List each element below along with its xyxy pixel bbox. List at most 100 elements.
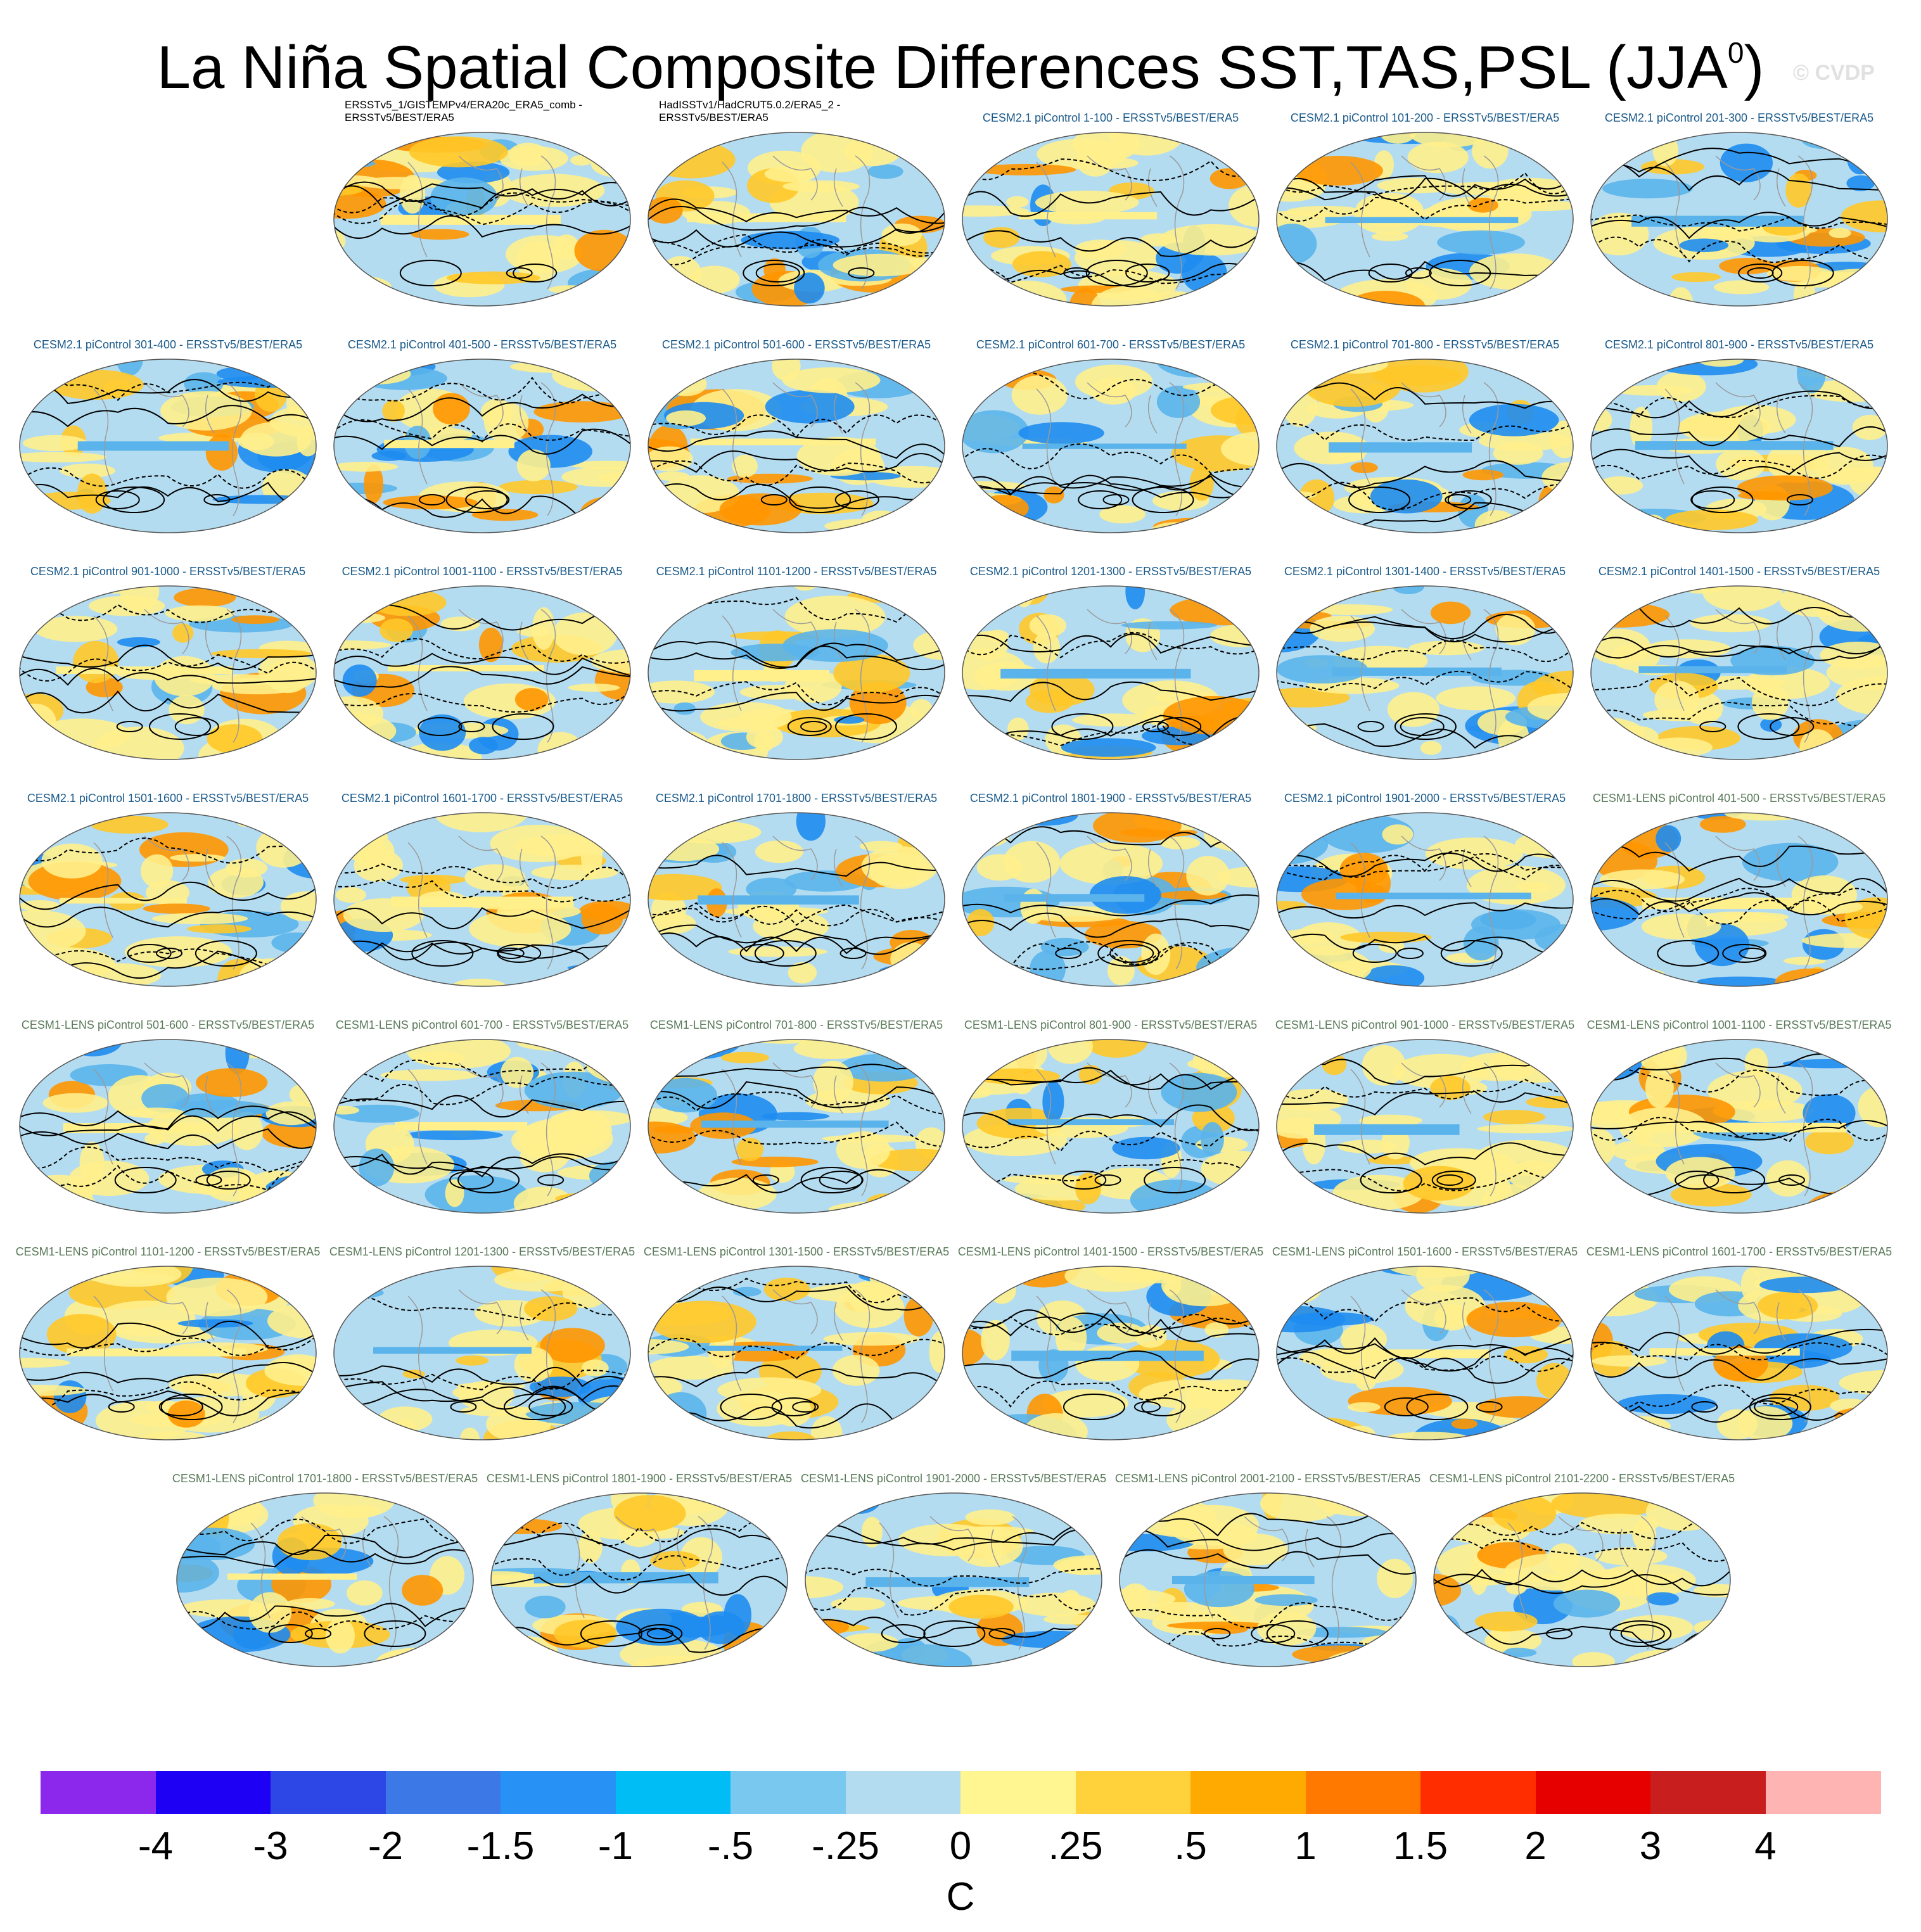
title-superscript: 0	[1727, 36, 1744, 69]
colorbar-box	[271, 1771, 386, 1814]
map-panel: CESM2.1 piControl 901-1000 - ERSSTv5/BES…	[11, 560, 324, 775]
map-panel: CESM1-LENS piControl 1301-1500 - ERSSTv5…	[640, 1240, 953, 1456]
robinson-map	[1433, 1492, 1731, 1667]
map-panel: CESM2.1 piControl 1501-1600 - ERSSTv5/BE…	[11, 787, 324, 1002]
colorbar-tick-label: 2	[1524, 1824, 1547, 1868]
robinson-map	[962, 359, 1260, 533]
panel-grid: ERSSTv5_1/GISTEMPv4/ERA20c_ERA5_comb - E…	[11, 99, 1896, 1682]
panel-title: CESM1-LENS piControl 2101-2200 - ERSSTv5…	[1429, 1472, 1735, 1485]
panel-title: CESM2.1 piControl 1401-1500 - ERSSTv5/BE…	[1598, 565, 1880, 578]
map-panel: CESM1-LENS piControl 601-700 - ERSSTv5/B…	[326, 1014, 639, 1229]
title-text: La Niña Spatial Composite Differences SS…	[156, 34, 1728, 101]
map-panel: CESM2.1 piControl 1901-2000 - ERSSTv5/BE…	[1268, 787, 1581, 1002]
map-panel: CESM1-LENS piControl 1801-1900 - ERSSTv5…	[483, 1467, 796, 1682]
map-panel: CESM1-LENS piControl 2101-2200 - ERSSTv5…	[1426, 1467, 1739, 1682]
colorbar-tick-label: -4	[137, 1824, 174, 1868]
panel-title: HadISSTv1/HadCRUT5.0.2/ERA5_2 - ERSSTv5/…	[659, 99, 841, 124]
panel-title: CESM1-LENS piControl 1601-1700 - ERSSTv5…	[1586, 1245, 1892, 1258]
panel-title: CESM2.1 piControl 701-800 - ERSSTv5/BEST…	[1290, 338, 1560, 351]
map-panel: CESM1-LENS piControl 1901-2000 - ERSSTv5…	[797, 1467, 1110, 1682]
colorbar-tick-label: 1.5	[1393, 1824, 1448, 1868]
panel-title: CESM2.1 piControl 1901-2000 - ERSSTv5/BE…	[1284, 792, 1566, 804]
panel-title: CESM2.1 piControl 1001-1100 - ERSSTv5/BE…	[341, 565, 623, 578]
robinson-map	[648, 359, 945, 533]
colorbar-box	[1535, 1771, 1651, 1814]
colorbar-tick-label: 4	[1754, 1824, 1777, 1868]
robinson-map	[648, 132, 945, 307]
panel-title: CESM1-LENS piControl 401-500 - ERSSTv5/B…	[1592, 792, 1886, 804]
panel-title: CESM2.1 piControl 901-1000 - ERSSTv5/BES…	[30, 565, 306, 578]
map-panel: CESM1-LENS piControl 1401-1500 - ERSSTv5…	[954, 1240, 1267, 1456]
map-panel: HadISSTv1/HadCRUT5.0.2/ERA5_2 - ERSSTv5/…	[640, 99, 953, 322]
map-panel: ERSSTv5_1/GISTEMPv4/ERA20c_ERA5_comb - E…	[326, 99, 639, 322]
robinson-map	[333, 585, 631, 760]
robinson-map	[1276, 1266, 1574, 1440]
colorbar-tick-label: 1	[1294, 1824, 1317, 1868]
colorbar-box	[1420, 1771, 1536, 1814]
robinson-map	[962, 132, 1260, 307]
map-panel: CESM2.1 piControl 1801-1900 - ERSSTv5/BE…	[954, 787, 1267, 1002]
robinson-map	[19, 585, 317, 760]
colorbar-tick-label: -1.5	[466, 1824, 535, 1868]
map-panel: CESM2.1 piControl 1-100 - ERSSTv5/BEST/E…	[954, 106, 1267, 322]
colorbar-box	[501, 1771, 616, 1814]
robinson-map	[648, 1039, 945, 1214]
panel-title: CESM2.1 piControl 1701-1800 - ERSSTv5/BE…	[655, 792, 938, 804]
colorbar-box	[1075, 1771, 1191, 1814]
robinson-map	[648, 1266, 945, 1440]
panel-title: CESM1-LENS piControl 1501-1600 - ERSSTv5…	[1272, 1245, 1578, 1258]
panel-title: CESM1-LENS piControl 1201-1300 - ERSSTv5…	[329, 1245, 635, 1258]
colorbar-tick-label: -2	[367, 1824, 404, 1868]
robinson-map	[1276, 1039, 1574, 1214]
panel-title: CESM2.1 piControl 101-200 - ERSSTv5/BEST…	[1290, 111, 1560, 124]
colorbar-tick-label: -.5	[707, 1824, 754, 1868]
map-panel: CESM2.1 piControl 501-600 - ERSSTv5/BEST…	[640, 333, 953, 549]
robinson-map	[333, 1266, 631, 1440]
map-panel: CESM1-LENS piControl 701-800 - ERSSTv5/B…	[640, 1014, 953, 1229]
map-panel: CESM1-LENS piControl 2001-2100 - ERSSTv5…	[1111, 1467, 1424, 1682]
map-panel: CESM2.1 piControl 101-200 - ERSSTv5/BEST…	[1268, 106, 1581, 322]
colorbar-tick-label: -3	[253, 1824, 288, 1868]
figure-title: La Niña Spatial Composite Differences SS…	[0, 18, 1921, 103]
colorbar-box	[1305, 1771, 1421, 1814]
robinson-map	[1590, 585, 1888, 760]
map-panel: CESM2.1 piControl 1601-1700 - ERSSTv5/BE…	[326, 787, 639, 1002]
panel-title: CESM1-LENS piControl 1001-1100 - ERSSTv5…	[1586, 1019, 1892, 1031]
robinson-map	[333, 1039, 631, 1214]
panel-title: CESM2.1 piControl 401-500 - ERSSTv5/BEST…	[347, 338, 617, 351]
robinson-map	[1119, 1492, 1417, 1667]
map-panel: CESM1-LENS piControl 801-900 - ERSSTv5/B…	[954, 1014, 1267, 1229]
colorbar-tick-label: 3	[1639, 1824, 1662, 1868]
panel-title: CESM1-LENS piControl 1901-2000 - ERSSTv5…	[800, 1472, 1107, 1485]
panel-title: CESM2.1 piControl 801-900 - ERSSTv5/BEST…	[1604, 338, 1874, 351]
robinson-map	[962, 1266, 1260, 1440]
panel-title: CESM1-LENS piControl 1101-1200 - ERSSTv5…	[15, 1245, 321, 1258]
panel-title: CESM2.1 piControl 1201-1300 - ERSSTv5/BE…	[969, 565, 1252, 578]
panel-title: CESM2.1 piControl 201-300 - ERSSTv5/BEST…	[1604, 111, 1874, 124]
map-panel: CESM1-LENS piControl 1701-1800 - ERSSTv5…	[169, 1467, 482, 1682]
robinson-map	[1276, 132, 1574, 307]
colorbar	[41, 1771, 1881, 1814]
map-panel: CESM1-LENS piControl 401-500 - ERSSTv5/B…	[1583, 787, 1896, 1002]
robinson-map	[19, 812, 317, 987]
robinson-map	[1590, 812, 1888, 987]
map-panel: CESM2.1 piControl 1701-1800 - ERSSTv5/BE…	[640, 787, 953, 1002]
colorbar-box	[1190, 1771, 1306, 1814]
panel-title: CESM2.1 piControl 601-700 - ERSSTv5/BEST…	[976, 338, 1246, 351]
map-panel: CESM1-LENS piControl 1601-1700 - ERSSTv5…	[1583, 1240, 1896, 1456]
robinson-map	[648, 812, 945, 987]
colorbar-tick-label: -.25	[812, 1824, 879, 1868]
robinson-map	[333, 132, 631, 307]
map-panel: CESM2.1 piControl 1201-1300 - ERSSTv5/BE…	[954, 560, 1267, 775]
panel-title: CESM2.1 piControl 1101-1200 - ERSSTv5/BE…	[656, 565, 937, 578]
panel-title: CESM2.1 piControl 501-600 - ERSSTv5/BEST…	[661, 338, 931, 351]
robinson-map	[962, 1039, 1260, 1214]
map-panel: CESM1-LENS piControl 501-600 - ERSSTv5/B…	[11, 1014, 324, 1229]
colorbar-tick-label: .5	[1174, 1824, 1207, 1868]
colorbar-box	[385, 1771, 501, 1814]
panel-title: CESM2.1 piControl 301-400 - ERSSTv5/BEST…	[33, 338, 303, 351]
map-panel: CESM2.1 piControl 1401-1500 - ERSSTv5/BE…	[1583, 560, 1896, 775]
panel-title: CESM2.1 piControl 1301-1400 - ERSSTv5/BE…	[1284, 565, 1566, 578]
robinson-map	[1276, 812, 1574, 987]
robinson-map	[805, 1492, 1102, 1667]
